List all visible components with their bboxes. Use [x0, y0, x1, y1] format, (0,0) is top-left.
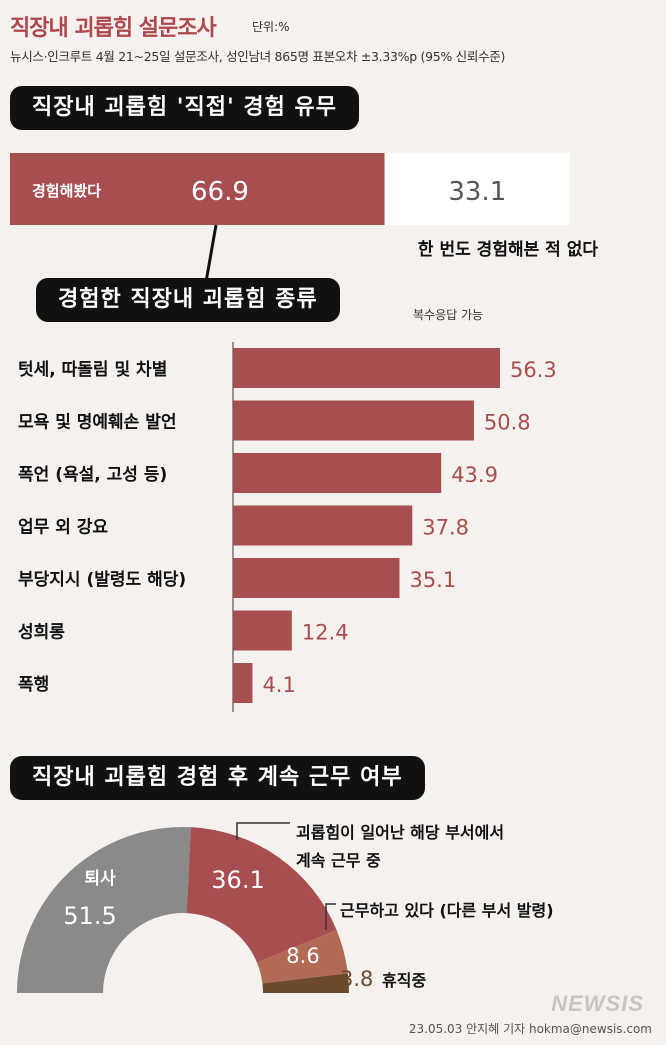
type-value: 35.1	[409, 568, 456, 592]
slice-label-same-dept-line2: 계속 근무 중	[296, 851, 381, 870]
slice-value-quit: 51.5	[63, 902, 116, 930]
slice-value-other-dept: 8.6	[286, 944, 319, 968]
bar-experienced	[10, 153, 385, 225]
type-bar	[233, 505, 413, 546]
type-bar	[233, 610, 292, 651]
slice-label-leave: 휴직중	[382, 971, 426, 990]
unit-label: 단위:%	[252, 20, 290, 34]
page-title: 직장내 괴롭힘 설문조사	[10, 16, 217, 41]
type-label: 텃세, 따돌림 및 차별	[18, 360, 167, 380]
section-title-experience: 직장내 괴롭힘 '직접' 경험 유무	[10, 86, 359, 130]
type-value: 43.9	[451, 463, 498, 487]
slice-leave	[262, 973, 349, 993]
slice-label-same-dept-line1: 괴롭힘이 일어난 해당 부서에서	[296, 823, 504, 842]
type-bar	[233, 663, 253, 703]
slice-label-other-dept: 근무하고 있다 (다른 부서 발령)	[340, 901, 554, 920]
section-title-types: 경험한 직장내 괴롭힘 종류	[36, 278, 340, 322]
type-value: 56.3	[510, 358, 557, 382]
slice-value-same-dept: 36.1	[211, 866, 264, 894]
multiple-response-note: 복수응답 가능	[413, 308, 484, 322]
type-label: 부당지시 (발령도 해당)	[18, 569, 186, 590]
label-never-experienced: 한 번도 경험해본 적 없다	[418, 239, 598, 260]
experience-stacked-bar: 경험해봤다 66.9 33.1 한 번도 경험해본 적 없다	[10, 153, 598, 260]
type-label: 모욕 및 명예훼손 발언	[18, 413, 177, 433]
slice-quit	[17, 827, 191, 993]
callout-other-dept	[325, 903, 336, 930]
value-never-experienced: 33.1	[448, 177, 506, 207]
type-bar	[233, 453, 442, 493]
type-value: 37.8	[422, 516, 469, 540]
survey-source: 뉴시스·인크루트 4월 21~25일 설문조사, 성인남녀 865명 표본오차 …	[10, 49, 506, 64]
label-experienced: 경험해봤다	[32, 182, 101, 200]
type-bar	[233, 400, 474, 441]
callout-connector	[204, 224, 218, 283]
callout-same-dept	[236, 822, 290, 840]
connector-line	[204, 224, 218, 283]
type-value: 4.1	[262, 673, 295, 697]
newsis-watermark: NEWSIS	[551, 991, 644, 1016]
slice-label-quit: 퇴사	[84, 869, 116, 889]
type-bar	[233, 348, 500, 388]
type-value: 12.4	[302, 621, 349, 645]
slice-same-dept	[186, 827, 337, 963]
footer-credit: 23.05.03 안지혜 기자 hokma@newsis.com	[408, 1022, 652, 1036]
type-bar	[233, 558, 400, 598]
slice-value-leave: 3.8	[340, 967, 373, 991]
type-label: 성희롱	[18, 623, 65, 643]
bar-never-experienced	[384, 153, 570, 225]
slice-other-dept	[257, 929, 348, 984]
type-label: 폭언 (욕설, 고성 등)	[18, 465, 167, 485]
type-label: 업무 외 강요	[18, 518, 108, 538]
type-label: 폭행	[18, 675, 49, 695]
section-title-continue-work: 직장내 괴롭힘 경험 후 계속 근무 여부	[10, 756, 425, 800]
harassment-type-bar-chart: 텃세, 따돌림 및 차별 56.3 모욕 및 명예훼손 발언 50.8 폭언 (욕설, …	[18, 342, 557, 712]
type-value: 50.8	[484, 411, 531, 435]
value-experienced: 66.9	[191, 177, 249, 207]
